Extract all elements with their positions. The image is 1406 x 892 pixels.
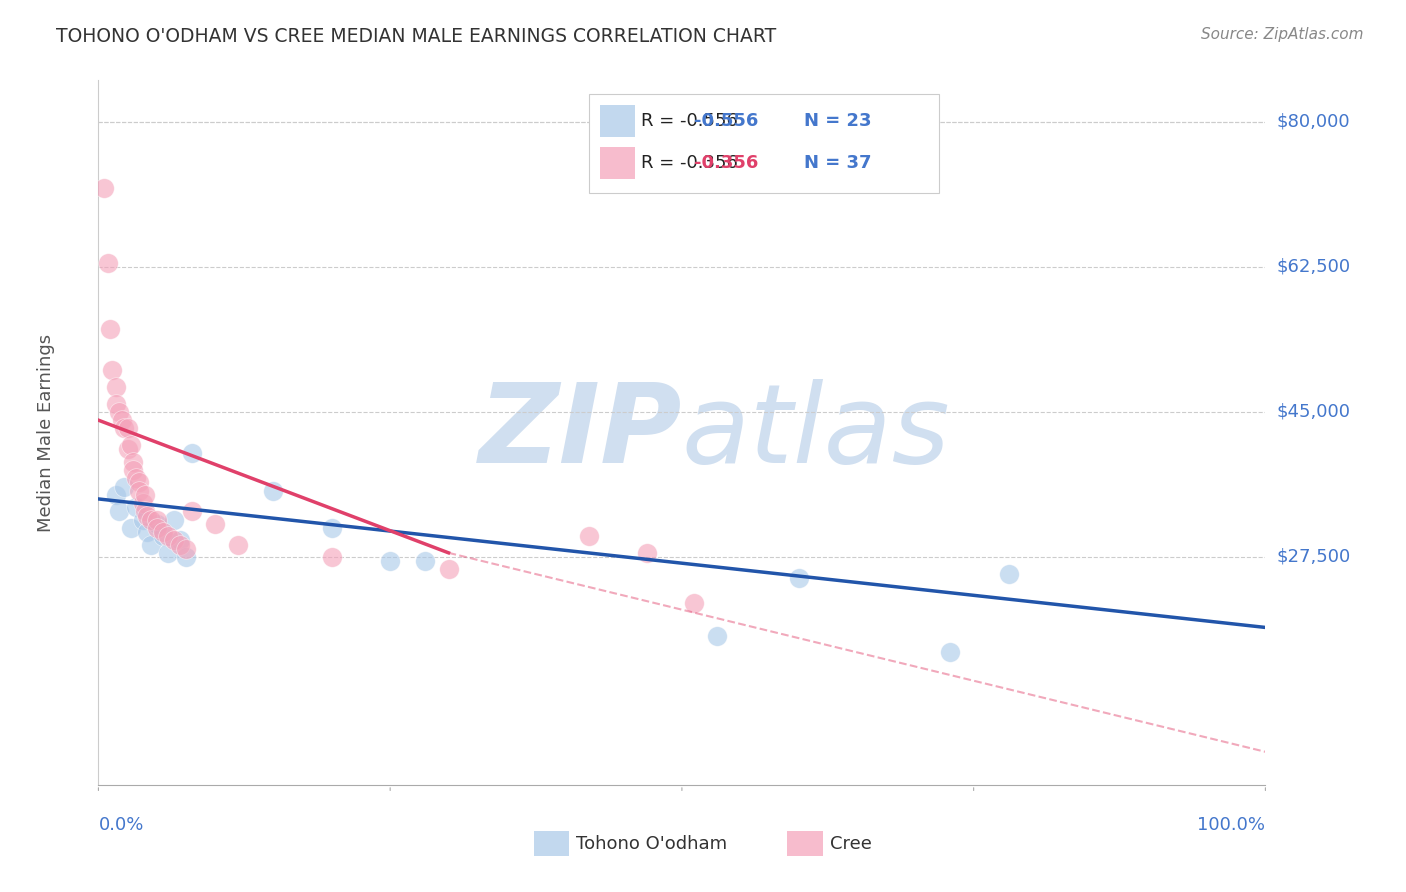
Point bbox=[157, 529, 180, 543]
Text: $27,500: $27,500 bbox=[1277, 548, 1351, 566]
Point bbox=[437, 562, 460, 576]
Point bbox=[132, 513, 155, 527]
Point bbox=[146, 521, 169, 535]
FancyBboxPatch shape bbox=[600, 105, 636, 136]
Text: 100.0%: 100.0% bbox=[1198, 815, 1265, 833]
Text: Source: ZipAtlas.com: Source: ZipAtlas.com bbox=[1201, 27, 1364, 42]
Point bbox=[152, 529, 174, 543]
Point bbox=[228, 537, 250, 551]
Point bbox=[93, 181, 115, 195]
Point bbox=[134, 488, 156, 502]
Point bbox=[101, 363, 124, 377]
Text: Cree: Cree bbox=[830, 835, 872, 853]
Text: N = 37: N = 37 bbox=[804, 154, 872, 172]
Point bbox=[125, 471, 148, 485]
Point bbox=[706, 629, 728, 643]
Text: $62,500: $62,500 bbox=[1277, 258, 1351, 276]
Text: $80,000: $80,000 bbox=[1277, 112, 1350, 131]
Point bbox=[117, 442, 139, 457]
Point bbox=[146, 516, 169, 531]
Point bbox=[787, 571, 810, 585]
Point bbox=[152, 525, 174, 540]
Point bbox=[163, 533, 186, 548]
Point bbox=[104, 396, 127, 410]
Point bbox=[122, 463, 145, 477]
Point bbox=[112, 421, 135, 435]
Point bbox=[108, 504, 131, 518]
FancyBboxPatch shape bbox=[589, 95, 939, 193]
Point bbox=[180, 504, 202, 518]
Point bbox=[120, 521, 142, 535]
Point bbox=[578, 529, 600, 543]
Point bbox=[128, 483, 150, 498]
Text: 0.0%: 0.0% bbox=[98, 815, 143, 833]
Text: Median Male Earnings: Median Male Earnings bbox=[37, 334, 55, 532]
Point bbox=[136, 508, 159, 523]
Point bbox=[122, 455, 145, 469]
Point bbox=[380, 554, 402, 568]
Point bbox=[104, 380, 127, 394]
Text: $45,000: $45,000 bbox=[1277, 403, 1351, 421]
Point bbox=[636, 546, 658, 560]
Point bbox=[180, 446, 202, 460]
Text: -0.356: -0.356 bbox=[693, 154, 758, 172]
Point bbox=[134, 504, 156, 518]
Point bbox=[132, 496, 155, 510]
Point bbox=[169, 537, 191, 551]
Point bbox=[120, 438, 142, 452]
Text: ZIP: ZIP bbox=[478, 379, 682, 486]
Text: N = 23: N = 23 bbox=[804, 112, 872, 130]
Point bbox=[97, 255, 120, 269]
Text: R = -0.356: R = -0.356 bbox=[641, 154, 738, 172]
Point bbox=[157, 546, 180, 560]
Point bbox=[321, 521, 343, 535]
Point bbox=[128, 475, 150, 490]
Point bbox=[112, 479, 135, 493]
Text: R = -0.556: R = -0.556 bbox=[641, 112, 738, 130]
Point bbox=[139, 513, 162, 527]
Point bbox=[204, 516, 226, 531]
Point bbox=[262, 483, 284, 498]
Point bbox=[321, 549, 343, 564]
Point bbox=[104, 488, 127, 502]
Text: atlas: atlas bbox=[682, 379, 950, 486]
Point bbox=[163, 513, 186, 527]
Point bbox=[108, 405, 131, 419]
Point bbox=[98, 322, 121, 336]
Point bbox=[413, 554, 436, 568]
Point bbox=[136, 525, 159, 540]
Text: -0.556: -0.556 bbox=[693, 112, 758, 130]
Point bbox=[169, 533, 191, 548]
Point bbox=[682, 596, 704, 610]
Point bbox=[146, 513, 169, 527]
Point bbox=[174, 541, 197, 556]
FancyBboxPatch shape bbox=[600, 147, 636, 179]
Point bbox=[117, 421, 139, 435]
Point bbox=[139, 537, 162, 551]
Text: TOHONO O'ODHAM VS CREE MEDIAN MALE EARNINGS CORRELATION CHART: TOHONO O'ODHAM VS CREE MEDIAN MALE EARNI… bbox=[56, 27, 776, 45]
Point bbox=[174, 549, 197, 564]
Point bbox=[939, 645, 962, 659]
Point bbox=[997, 566, 1019, 581]
Text: Tohono O'odham: Tohono O'odham bbox=[576, 835, 727, 853]
Point bbox=[111, 413, 134, 427]
Point bbox=[125, 500, 148, 515]
